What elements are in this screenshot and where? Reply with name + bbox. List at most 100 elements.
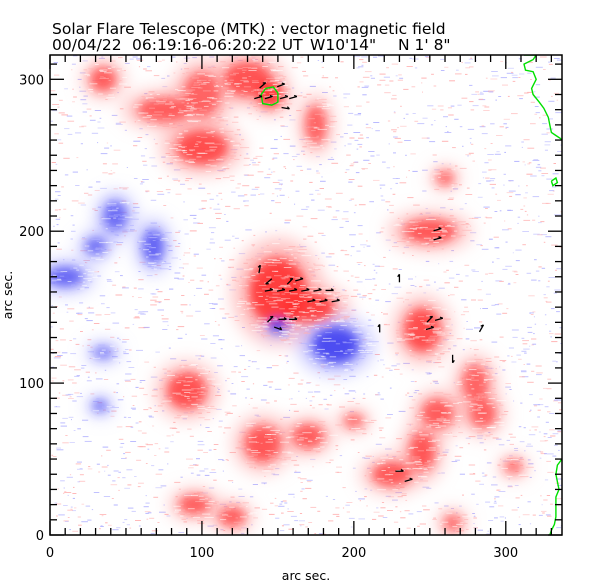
noise-mark xyxy=(124,379,131,381)
noise-mark xyxy=(494,153,501,155)
streak-mark xyxy=(279,433,282,435)
streak-mark xyxy=(170,380,173,381)
noise-mark xyxy=(315,255,318,256)
streak-mark xyxy=(192,77,200,79)
streak-mark xyxy=(140,237,147,239)
noise-mark xyxy=(209,56,215,58)
noise-mark xyxy=(328,264,336,266)
noise-mark xyxy=(67,517,70,518)
noise-mark xyxy=(243,164,250,166)
noise-mark xyxy=(183,63,187,64)
streak-mark xyxy=(505,471,514,473)
noise-mark xyxy=(541,133,548,135)
noise-mark xyxy=(274,497,277,499)
positive-region xyxy=(292,424,324,449)
noise-mark xyxy=(406,423,414,425)
noise-mark xyxy=(447,107,452,109)
streak-mark xyxy=(292,277,301,279)
streak-mark xyxy=(105,228,108,230)
streak-mark xyxy=(358,345,366,347)
noise-mark xyxy=(275,517,280,519)
noise-mark xyxy=(241,376,249,378)
noise-mark xyxy=(488,159,492,161)
noise-mark xyxy=(459,126,463,128)
streak-mark xyxy=(243,91,248,92)
streak-mark xyxy=(197,405,205,407)
noise-mark xyxy=(472,271,479,272)
streak-mark xyxy=(442,174,453,176)
vector-layer xyxy=(254,82,485,482)
noise-mark xyxy=(377,84,382,86)
streak-mark xyxy=(439,420,447,422)
noise-mark xyxy=(118,489,120,491)
noise-mark xyxy=(465,194,473,195)
streak-mark xyxy=(219,71,228,73)
streak-mark xyxy=(408,328,418,330)
noise-mark xyxy=(252,407,258,409)
streak-mark xyxy=(300,285,306,286)
noise-mark xyxy=(391,365,397,367)
streak-mark xyxy=(162,400,172,402)
noise-mark xyxy=(507,95,510,97)
streak-mark xyxy=(162,118,172,120)
noise-mark xyxy=(523,348,530,350)
noise-mark xyxy=(548,61,551,63)
noise-mark xyxy=(407,197,414,199)
streak-mark xyxy=(514,460,518,462)
noise-mark xyxy=(376,154,380,156)
streak-mark xyxy=(298,300,303,302)
streak-mark xyxy=(138,112,149,114)
noise-mark xyxy=(133,145,138,147)
noise-mark xyxy=(482,105,487,107)
noise-mark xyxy=(64,128,70,130)
streak-mark xyxy=(311,292,321,294)
streak-mark xyxy=(169,101,173,103)
noise-mark xyxy=(403,246,409,248)
noise-mark xyxy=(348,517,355,519)
streak-mark xyxy=(264,298,268,300)
noise-mark xyxy=(523,205,526,207)
streak-mark xyxy=(402,463,411,465)
noise-mark xyxy=(104,369,107,371)
streak-mark xyxy=(167,375,175,376)
streak-mark xyxy=(138,240,146,242)
noise-mark xyxy=(210,343,216,344)
streak-mark xyxy=(233,72,239,74)
noise-mark xyxy=(538,514,543,516)
noise-mark xyxy=(144,361,150,363)
noise-mark xyxy=(370,314,375,316)
noise-mark xyxy=(113,188,118,190)
noise-mark xyxy=(202,486,206,487)
noise-mark xyxy=(496,151,500,153)
streak-mark xyxy=(126,203,130,205)
noise-mark xyxy=(344,171,347,173)
noise-mark xyxy=(229,107,234,109)
noise-mark xyxy=(152,425,155,427)
noise-mark xyxy=(380,187,382,189)
noise-mark xyxy=(308,522,313,523)
noise-mark xyxy=(131,395,138,397)
noise-mark xyxy=(325,256,332,258)
streak-mark xyxy=(176,415,182,417)
noise-mark xyxy=(396,178,400,179)
noise-mark xyxy=(399,373,403,375)
streak-mark xyxy=(213,90,219,92)
streak-mark xyxy=(106,410,109,412)
noise-mark xyxy=(218,170,225,172)
noise-mark xyxy=(362,94,367,96)
noise-mark xyxy=(507,486,513,488)
noise-mark xyxy=(184,180,189,182)
streak-mark xyxy=(234,83,242,85)
noise-mark xyxy=(359,59,364,61)
noise-mark xyxy=(85,505,91,507)
noise-mark xyxy=(494,496,500,498)
streak-mark xyxy=(363,355,366,357)
noise-mark xyxy=(496,258,500,260)
noise-mark xyxy=(490,123,495,125)
noise-mark xyxy=(302,146,307,148)
noise-mark xyxy=(512,270,517,272)
streak-mark xyxy=(143,98,148,100)
noise-mark xyxy=(75,343,80,345)
field-vector xyxy=(404,477,413,482)
noise-mark xyxy=(226,220,229,222)
